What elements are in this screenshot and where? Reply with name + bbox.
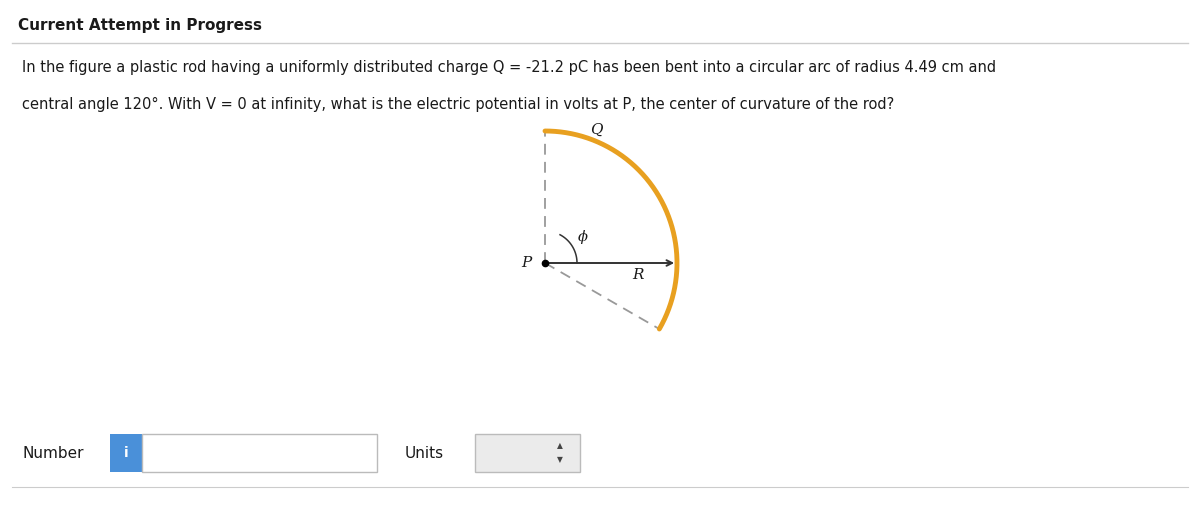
Text: i: i (124, 446, 128, 460)
Text: ▼: ▼ (557, 455, 563, 465)
Text: R: R (632, 268, 643, 282)
Text: In the figure a plastic rod having a uniformly distributed charge Q = -21.2 pC h: In the figure a plastic rod having a uni… (22, 60, 996, 75)
Text: Current Attempt in Progress: Current Attempt in Progress (18, 18, 262, 33)
Text: Number: Number (22, 445, 84, 460)
FancyBboxPatch shape (142, 434, 377, 472)
Text: central angle 120°. With V = 0 at infinity, what is the electric potential in vo: central angle 120°. With V = 0 at infini… (22, 97, 894, 112)
Text: Units: Units (406, 445, 444, 460)
FancyBboxPatch shape (110, 434, 142, 472)
Text: P: P (521, 256, 530, 270)
FancyBboxPatch shape (475, 434, 580, 472)
Text: ϕ: ϕ (578, 230, 588, 244)
Text: Q: Q (590, 123, 602, 137)
Text: ▲: ▲ (557, 441, 563, 451)
